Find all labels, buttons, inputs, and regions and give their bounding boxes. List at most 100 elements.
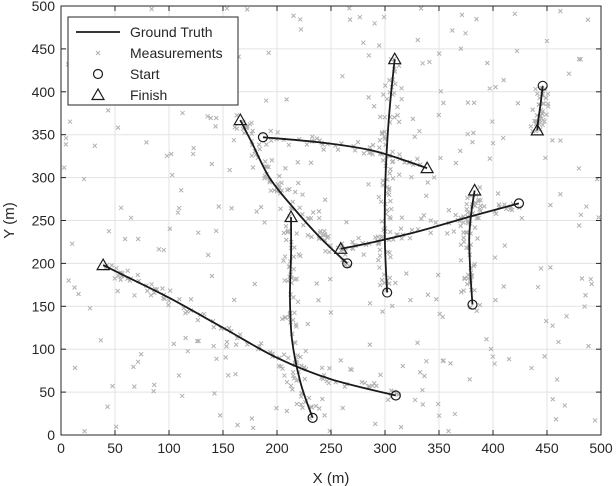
measurement-point [316,208,322,214]
measurement-point [316,215,322,221]
measurement-point [82,428,87,434]
measurement-point [398,226,404,232]
measurement-point [380,309,385,314]
measurement-point [176,205,182,211]
measurement-point [566,71,572,77]
measurement-point [92,143,98,149]
measurement-point [217,413,223,418]
y-tick-label: 500 [32,0,56,14]
measurement-point [161,247,167,253]
measurement-point [185,348,191,354]
measurement-point [235,422,240,428]
measurement-point [388,166,393,172]
measurement-point [464,206,470,212]
measurement-point [105,404,110,410]
measurement-point [387,229,393,235]
measurement-point [452,411,458,417]
finish-marker [96,257,111,271]
measurement-point [377,253,383,258]
x-tick-label: 200 [265,440,289,456]
y-tick-label: 250 [32,213,56,229]
measurement-point [284,408,290,414]
measurement-point [389,303,395,309]
measurement-point [435,272,441,278]
measurement-point [376,43,382,48]
measurement-point [262,173,268,179]
measurement-point [234,126,240,132]
measurement-point [409,174,414,180]
measurement-point [477,207,483,212]
measurement-point [216,204,222,210]
measurement-point [224,344,229,349]
measurement-point [408,297,413,303]
measurement-point [366,53,372,58]
finish-marker [284,209,299,223]
measurement-point [458,46,464,51]
measurement-point [72,365,78,371]
measurement-point [291,295,296,300]
measurement-point [135,359,141,365]
measurement-point [233,371,238,377]
measurement-point [397,152,402,157]
measurement-point [446,207,452,213]
measurement-point [283,237,289,243]
measurement-point [286,142,292,148]
measurement-point [463,30,468,36]
measurement-point [378,199,384,205]
measurement-point [342,384,348,389]
measurement-point [309,234,314,240]
measurement-point [352,147,358,153]
measurement-point [156,246,162,252]
measurement-point [316,297,321,303]
measurement-point [231,297,237,303]
measurement-point [484,336,489,342]
measurement-point [379,131,385,137]
y-tick-label: 350 [32,127,56,143]
measurement-point [313,403,319,409]
measurement-point [444,231,450,236]
measurement-point [558,8,563,14]
legend-label: Measurements [130,45,223,61]
measurement-point [223,354,229,360]
measurement-point [225,372,231,378]
measurement-point [322,197,328,203]
measurement-point [390,176,396,181]
measurement-point [298,402,304,407]
measurement-point [576,223,582,228]
measurement-point [461,288,466,293]
measurement-point [465,210,471,216]
measurement-point [250,128,256,134]
measurement-point [258,204,264,210]
measurement-point [268,138,274,143]
measurement-point [515,100,521,106]
measurement-point [490,354,496,359]
measurement-point [507,206,513,212]
measurement-point [460,220,466,225]
measurement-point [472,287,477,293]
measurement-point [300,405,305,411]
measurement-point [535,284,541,290]
measurement-point [417,369,423,375]
measurement-point [564,313,569,319]
measurement-point [297,17,303,22]
measurement-point [178,187,184,193]
measurement-point [149,281,155,287]
measurement-point [578,212,584,218]
measurement-point [490,119,495,124]
measurement-point [290,387,295,392]
measurement-point [305,321,311,327]
legend-swatch-circle [92,68,104,80]
start-marker [307,412,318,423]
measurement-point [431,175,437,180]
measurement-point [87,305,93,311]
measurement-point [340,405,346,411]
measurement-point [528,123,534,129]
measurement-point [69,241,75,247]
measurement-point [282,254,288,259]
measurement-point [478,203,483,209]
measurement-point [249,153,255,159]
measurement-point [550,138,555,143]
measurement-point [250,165,256,170]
measurement-point [282,373,287,378]
measurement-point [279,180,284,186]
